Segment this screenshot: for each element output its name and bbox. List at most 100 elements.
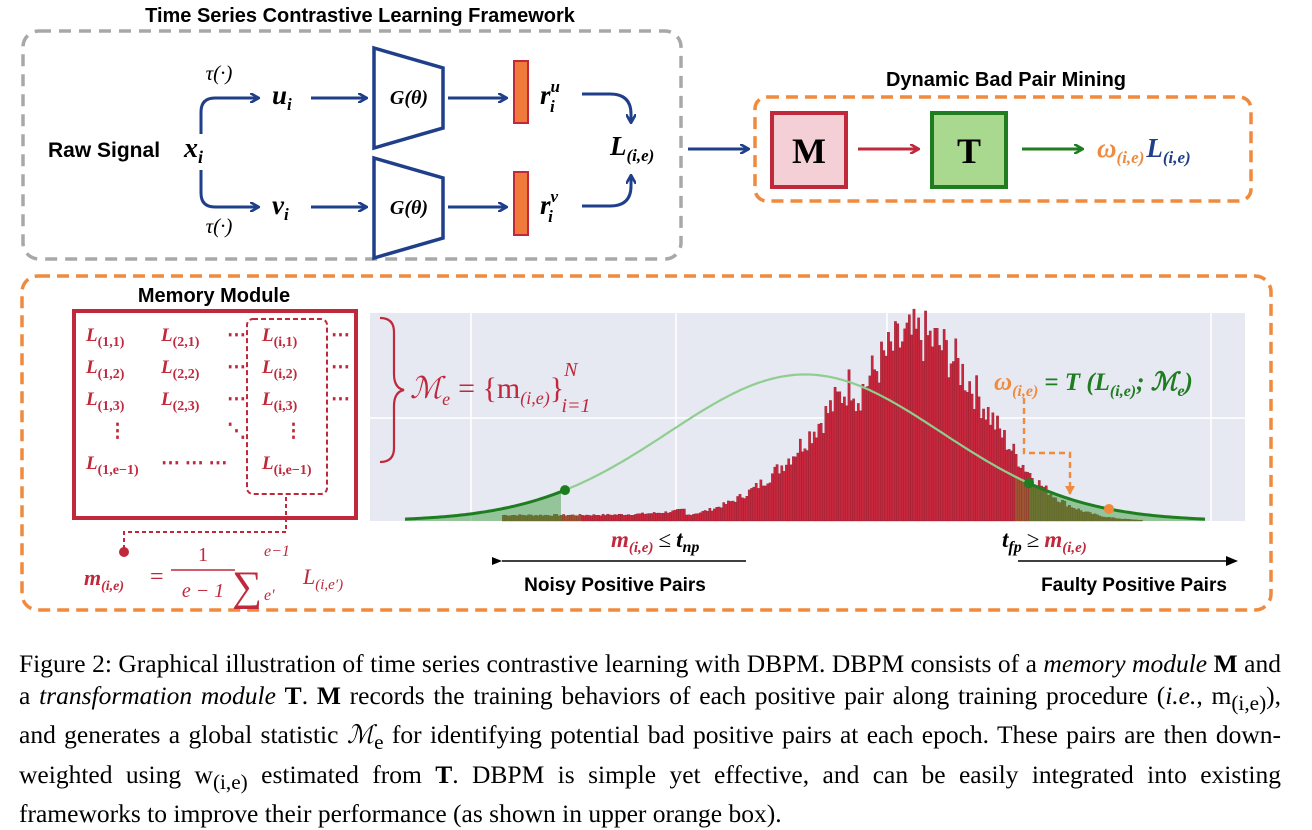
u-label: ui — [272, 80, 292, 114]
histogram-bar — [891, 350, 895, 522]
gaussian-fit — [404, 373, 1206, 521]
histogram-bar-overlap — [1089, 512, 1092, 521]
fp-threshold-label: tfp ≥ m(i,e) — [1002, 527, 1087, 556]
histogram-bar — [587, 515, 591, 522]
histogram-bar — [866, 386, 869, 522]
histogram-bar — [877, 382, 881, 522]
histogram-bar — [685, 514, 688, 522]
memory-module-letter: M — [792, 131, 826, 171]
histogram-bar — [947, 377, 951, 522]
histogram-bar-overlap — [574, 515, 577, 521]
histogram-bar — [819, 422, 823, 522]
histogram-bar — [706, 511, 709, 522]
histogram-bar — [910, 334, 913, 522]
svg-text:m(i,e): m(i,e) — [84, 565, 124, 594]
histogram-bar-overlap — [1084, 511, 1087, 521]
representation-bar-u — [513, 60, 529, 124]
histogram-bar — [836, 391, 839, 522]
histogram-bar — [599, 515, 603, 522]
histogram-bar-overlap — [1033, 485, 1036, 521]
memory-cell: L(1,1) — [85, 325, 125, 350]
histogram-bar — [780, 465, 784, 522]
memory-cell: L(i,3) — [261, 389, 298, 414]
figure-canvas: Time Series Contrastive Learning Framewo… — [20, 5, 1273, 612]
histogram-bar — [898, 347, 902, 522]
memory-cell: ⋯ ⋯ ⋯ — [161, 453, 228, 474]
histogram-bar-overlap — [525, 515, 528, 521]
histogram-bar — [882, 350, 886, 522]
histogram-bar — [613, 514, 617, 522]
transformation-module-box — [930, 111, 1008, 189]
histogram-bar — [908, 314, 911, 522]
memory-cell: L(2,1) — [160, 325, 200, 350]
histogram-bar — [966, 392, 969, 522]
histogram-bar — [657, 512, 661, 522]
svg-text:1: 1 — [198, 544, 208, 566]
histogram-bar-overlap — [1096, 514, 1099, 521]
histogram-bar — [831, 411, 835, 522]
histogram-bar — [680, 508, 684, 522]
histogram-bar — [645, 513, 649, 522]
histogram-bar — [608, 514, 612, 522]
histogram-bar-overlap — [1126, 519, 1129, 521]
memory-cell: ⋮ — [108, 421, 127, 442]
histogram-bar — [615, 514, 619, 522]
histogram-bar — [938, 345, 941, 522]
faulty-label: Faulty Positive Pairs — [1041, 575, 1227, 596]
tau-lower: τ(·) — [206, 214, 233, 238]
memory-cell: L(1,e−1) — [85, 453, 139, 478]
tau-upper: τ(·) — [206, 61, 233, 85]
histogram-bar — [669, 512, 672, 522]
noisy-label: Noisy Positive Pairs — [524, 575, 706, 596]
histogram-bar — [629, 515, 633, 522]
histogram-bar — [933, 328, 937, 522]
memory-cell: L(2,2) — [160, 357, 200, 382]
histogram-bar-overlap — [1028, 483, 1032, 521]
histogram-bar — [761, 485, 765, 522]
histogram-bar-overlap — [564, 515, 568, 521]
rv-label: rv i — [540, 187, 559, 226]
histogram-bar-overlap — [1093, 513, 1097, 521]
svg-text:∑: ∑ — [232, 564, 262, 610]
tail-area-faulty — [1029, 483, 1205, 521]
histogram-bar — [812, 431, 816, 522]
histogram-bar — [771, 473, 774, 522]
histogram-bar-overlap — [1140, 520, 1143, 521]
histogram-bar — [618, 513, 621, 522]
transformation-module-letter: T — [957, 131, 981, 171]
histogram-bar — [1012, 443, 1016, 522]
histogram-bar-overlap — [1049, 494, 1053, 521]
histogram-bar — [597, 515, 600, 522]
dbpm-box — [753, 95, 1253, 203]
histogram-bar — [750, 488, 753, 522]
histogram-bar — [594, 515, 598, 522]
histogram-bar — [940, 350, 944, 522]
histogram-bar — [740, 497, 744, 522]
svg-text:L(i,e′): L(i,e′) — [302, 564, 343, 593]
histogram-bar — [747, 489, 751, 522]
histogram-bar — [620, 514, 623, 522]
v-label: vi — [272, 190, 289, 224]
histogram-bar — [736, 496, 739, 522]
histogram-bar — [810, 443, 814, 522]
memory-cells: L(1,1) L(2,1) ⋯ L(i,1) ⋯ L(1,2) L(2,2) ⋯ L(i,2) ⋯… — [85, 325, 350, 478]
histogram-bar — [766, 483, 770, 522]
histogram-bar-overlap — [1021, 479, 1025, 521]
histogram-bar — [868, 375, 872, 522]
histogram-bar — [694, 513, 698, 522]
histogram-bar-overlap — [1031, 484, 1034, 521]
histogram-bar — [604, 515, 607, 522]
histogram-bar — [778, 473, 781, 522]
memory-cell: L(i,e−1) — [261, 453, 312, 478]
histogram-bar-overlap — [543, 515, 547, 521]
histogram-bar-overlap — [516, 515, 519, 521]
histogram-bar — [734, 501, 737, 522]
gaussian-tail-faulty — [1028, 481, 1206, 521]
histogram-bar — [880, 341, 883, 522]
histogram-bar-overlap — [1133, 519, 1136, 521]
histogram-bar — [905, 322, 909, 522]
histogram-bar-overlap — [1072, 508, 1076, 521]
histogram-bar — [775, 464, 779, 522]
histogram-bar — [970, 393, 974, 522]
memory-to-mean-connector — [123, 497, 287, 548]
